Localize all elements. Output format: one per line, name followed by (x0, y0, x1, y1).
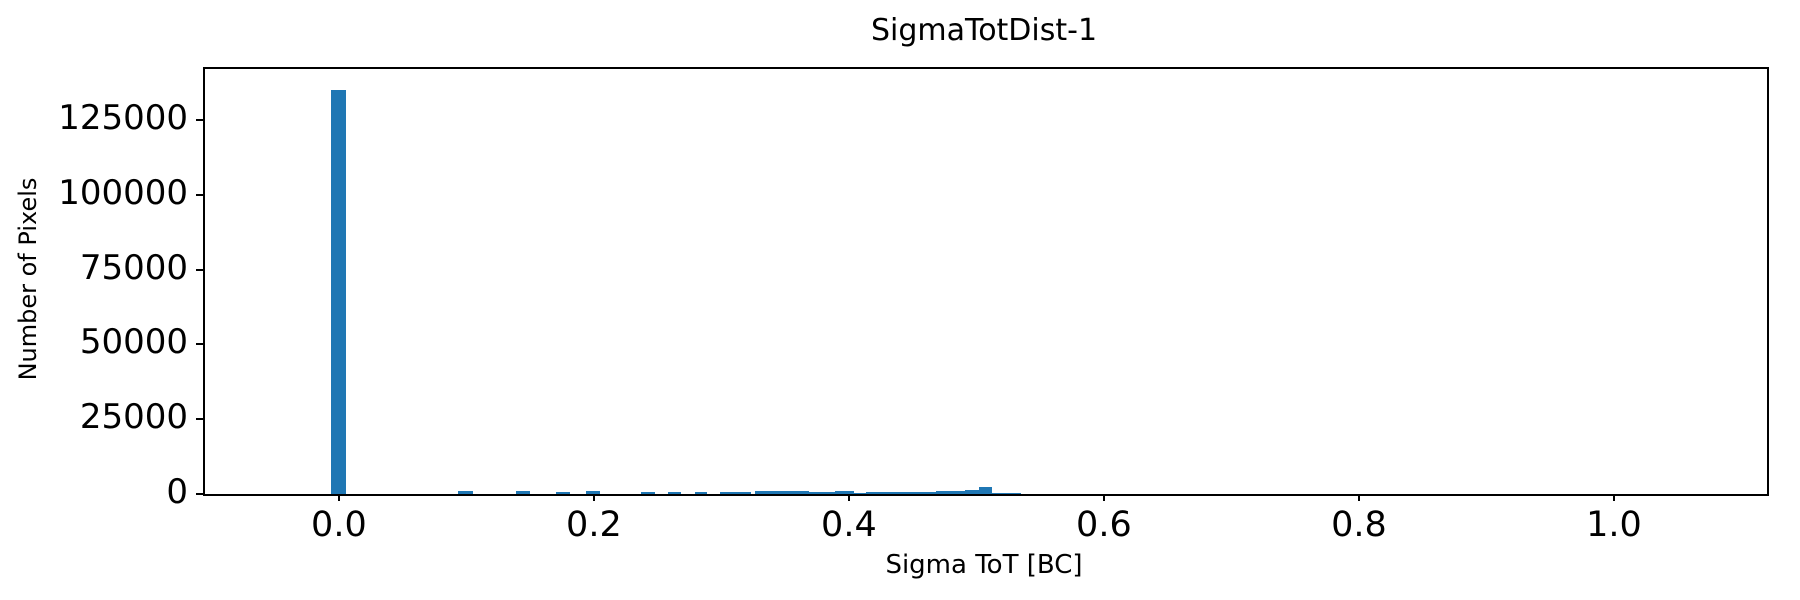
plot-area (203, 67, 1769, 496)
y-tick-mark (196, 343, 203, 346)
y-tick-mark (196, 418, 203, 421)
histogram-bar (935, 490, 965, 494)
histogram-bar (754, 491, 810, 494)
x-axis-label: Sigma ToT [BC] (885, 550, 1083, 580)
y-tick-label: 100000 (58, 172, 188, 213)
histogram-bar (555, 491, 570, 494)
x-tick-mark (337, 494, 340, 501)
histogram-bar (667, 491, 681, 494)
x-tick-label: 1.0 (1586, 505, 1642, 545)
y-tick-mark (196, 493, 203, 495)
y-tick-label: 0 (166, 472, 188, 512)
y-tick-mark (196, 193, 203, 196)
histogram-bar (965, 489, 979, 494)
x-tick-mark (1613, 494, 1615, 501)
x-tick-mark (847, 494, 850, 501)
x-tick-label: 0.6 (1076, 505, 1132, 545)
histogram-bar (694, 491, 708, 494)
histogram-bar (586, 491, 601, 494)
x-tick-label: 0.0 (311, 505, 367, 545)
histogram-bar (641, 491, 656, 494)
x-tick-mark (1358, 494, 1360, 501)
chart-title: SigmaTotDist-1 (870, 13, 1098, 48)
x-tick-label: 0.4 (821, 505, 877, 545)
x-tick-mark (592, 494, 595, 501)
histogram-bar (331, 90, 347, 494)
y-tick-label: 50000 (79, 322, 188, 363)
histogram-bar (979, 487, 992, 494)
y-tick-mark (196, 118, 203, 121)
histogram-bar (865, 491, 936, 494)
histogram-bar (516, 491, 531, 494)
y-tick-label: 75000 (79, 247, 188, 288)
y-tick-label: 25000 (79, 397, 188, 438)
y-tick-mark (196, 268, 203, 271)
histogram-bar (991, 492, 1021, 494)
histogram-bar (457, 491, 473, 494)
x-tick-mark (1102, 494, 1105, 501)
histogram-bar (834, 490, 854, 494)
histogram-bar (809, 492, 835, 494)
y-tick-label: 125000 (58, 97, 188, 138)
histogram-bar (854, 493, 866, 494)
histogram-bar (720, 492, 751, 494)
x-tick-label: 0.2 (566, 505, 622, 545)
x-tick-label: 0.8 (1331, 505, 1387, 545)
